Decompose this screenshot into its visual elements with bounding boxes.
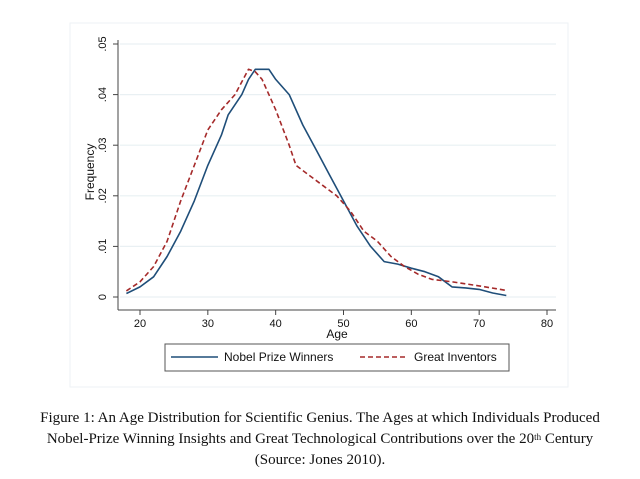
- caption-line-2: Nobel-Prize Winning Insights and Great T…: [46, 431, 594, 447]
- x-axis-title: Age: [326, 327, 348, 341]
- x-tick-label: 40: [270, 318, 282, 330]
- y-tick-label: .05: [97, 36, 109, 51]
- y-tick-label: .04: [97, 87, 109, 102]
- series-line-nobel-prize-winners: [126, 68, 507, 297]
- x-tick-label: 60: [405, 318, 417, 330]
- caption-line-1: Figure 1: An Age Distribution for Scient…: [40, 410, 600, 426]
- legend-label-inventors: Great Inventors: [414, 350, 497, 364]
- figure-caption: Figure 1: An Age Distribution for Scient…: [0, 408, 640, 471]
- x-tick-label: 70: [473, 318, 485, 330]
- legend-label-nobel: Nobel Prize Winners: [224, 350, 333, 364]
- y-ticks: 0 .01 .02 .03 .04 .05: [97, 36, 118, 300]
- caption-line-3: (Source: Jones 2010).: [254, 452, 386, 468]
- chart: 0 .01 .02 .03 .04 .05 20 30 40 50 60 70 80 Frequenc…: [69, 22, 569, 388]
- x-tick-label: 20: [134, 318, 146, 330]
- y-axis-title: Frequency: [83, 144, 97, 201]
- x-tick-label: 80: [541, 318, 553, 330]
- y-tick-label: .02: [97, 188, 109, 203]
- axes: [117, 40, 556, 311]
- legend: Nobel Prize Winners Great Inventors: [164, 343, 510, 372]
- x-ticks: 20 30 40 50 60 70 80: [134, 310, 553, 330]
- gridlines: [120, 43, 556, 298]
- legend-box: [164, 343, 510, 372]
- series-line-great-inventors: [125, 68, 507, 292]
- x-tick-label: 30: [202, 318, 214, 330]
- y-tick-label: .01: [97, 239, 109, 254]
- graph-region-frame: [69, 22, 569, 388]
- series-lines: [125, 68, 507, 297]
- y-tick-label: 0: [97, 294, 109, 300]
- x-tick-label: 50: [337, 318, 349, 330]
- y-tick-label: .03: [97, 138, 109, 153]
